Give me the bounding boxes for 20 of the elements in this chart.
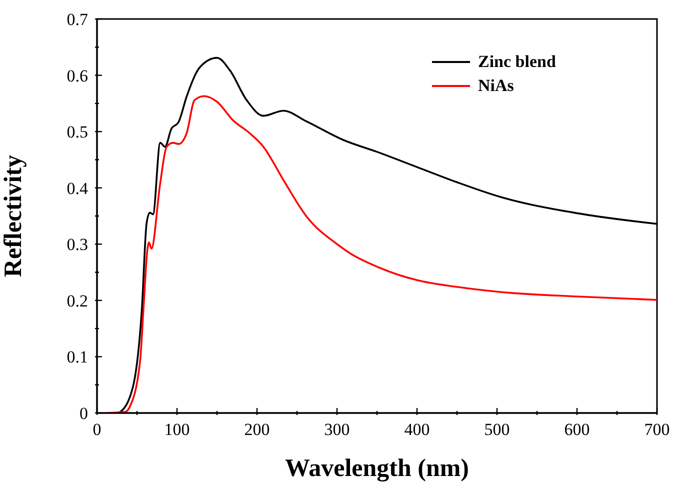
y-axis-title: Reflectivity	[0, 154, 27, 278]
x-axis-title: Wavelength (nm)	[284, 455, 470, 482]
x-tick-label: 500	[484, 420, 510, 439]
y-tick-label: 0.4	[66, 178, 88, 198]
legend-label: NiAs	[478, 76, 514, 96]
x-tick-label: 400	[404, 420, 430, 439]
y-tick-label: 0	[80, 404, 88, 423]
y-tick-label: 0.7	[66, 10, 88, 29]
y-tick-label: 0.6	[66, 66, 88, 86]
x-tick-label: 200	[244, 420, 270, 439]
y-tick-label: 0.3	[66, 235, 88, 254]
y-tick-label: 0.5	[66, 122, 88, 142]
y-tick-label: 0.1	[66, 348, 88, 367]
x-tick-label: 300	[324, 420, 350, 439]
x-tick-label: 100	[164, 420, 190, 439]
x-tick-label: 600	[564, 420, 590, 439]
x-tick-label: 700	[644, 420, 670, 439]
x-tick-label: 0	[92, 420, 102, 439]
y-tick-label: 0.2	[66, 291, 88, 310]
legend-label: Zinc blend	[478, 52, 556, 72]
